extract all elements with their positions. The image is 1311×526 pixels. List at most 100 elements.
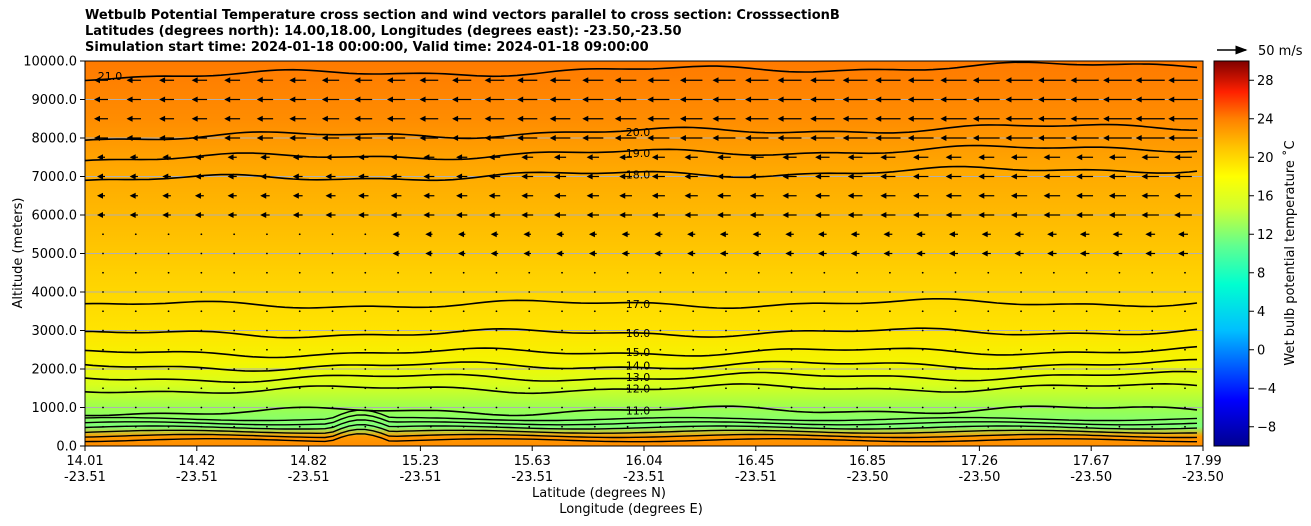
wind-vector: [561, 271, 563, 274]
wind-vector: [266, 348, 268, 351]
wind-vector-head: [1005, 77, 1012, 84]
colorbar-tick-label: 16: [1257, 189, 1274, 204]
wind-vector: [331, 252, 334, 255]
wind-vector: [397, 348, 399, 351]
wind-vector: [561, 291, 563, 293]
wind-vector-head: [490, 250, 497, 257]
contour-label: 11.0: [626, 405, 651, 418]
wind-vector: [561, 425, 563, 428]
wind-vector-head: [842, 135, 849, 141]
wind-vector: [692, 348, 695, 351]
wind-vector: [856, 348, 859, 351]
wind-vector-head: [517, 135, 524, 141]
wind-vector: [725, 348, 727, 351]
wind-vector-head: [1076, 154, 1083, 161]
wind-vector: [233, 252, 236, 255]
wind-vector: [429, 329, 432, 332]
colorbar-label: Wet bulb potential temperature ˚C: [1282, 140, 1298, 365]
wind-vector: [921, 329, 924, 332]
wind-vector: [298, 348, 301, 351]
wind-vector: [364, 348, 367, 351]
x-tick-lat: 17.26: [961, 454, 998, 469]
wind-vector: [790, 310, 793, 313]
wind-vector-head: [390, 154, 397, 161]
wind-vector-head: [1141, 192, 1148, 199]
wind-vector-head: [1174, 173, 1181, 180]
wind-vector-head: [191, 115, 198, 122]
wind-vector: [856, 406, 859, 409]
wind-vector-head: [419, 96, 426, 103]
wind-vector-head: [651, 212, 658, 218]
wind-vector-head: [586, 154, 593, 161]
wind-vector-head: [777, 96, 784, 103]
wind-vector-head: [745, 77, 752, 84]
wind-vector: [397, 329, 399, 332]
wind-vector-head: [1076, 212, 1083, 218]
wind-vector: [200, 368, 203, 370]
wind-vector: [954, 348, 957, 351]
wind-vector-head: [289, 96, 296, 103]
wind-vector: [561, 406, 563, 409]
wind-vector-head: [752, 231, 759, 238]
wind-vector-head: [945, 173, 952, 180]
wind-vector-head: [1038, 96, 1045, 103]
x-tick-lon: -23.51: [399, 470, 441, 485]
wind-vector: [495, 368, 498, 370]
wind-vector: [495, 425, 498, 428]
wind-vector: [397, 271, 399, 274]
wind-vector: [561, 310, 563, 313]
wind-vector-head: [875, 96, 882, 103]
wind-vector-head: [553, 154, 560, 161]
colorbar-tick-label: 28: [1257, 74, 1274, 89]
wind-vector: [692, 291, 695, 293]
wind-vector: [692, 425, 695, 428]
wind-vector: [856, 329, 859, 332]
wind-vector: [1184, 368, 1186, 370]
wind-vector-head: [875, 115, 882, 122]
wind-vector-head: [126, 115, 133, 122]
wind-vector-head: [1103, 77, 1110, 84]
wind-vector-head: [913, 192, 920, 199]
wind-vector-head: [972, 135, 979, 141]
wind-vector: [790, 348, 793, 351]
x-tick-lat: 14.01: [66, 454, 103, 469]
wind-vector-head: [1010, 192, 1017, 199]
wind-vector: [1052, 387, 1055, 390]
wind-vector-head: [651, 154, 658, 161]
wind-vector-head: [325, 212, 332, 218]
wind-vector-head: [907, 135, 914, 141]
wind-vector-head: [523, 250, 530, 257]
wind-vector-head: [810, 135, 817, 141]
wind-vector-head: [712, 135, 719, 141]
x-tick-lat: 16.04: [625, 454, 662, 469]
wind-vector: [1184, 291, 1186, 293]
wind-vector-head: [1141, 212, 1148, 218]
wind-vector: [954, 310, 957, 313]
wind-vector-head: [588, 250, 595, 257]
wind-vector-head: [260, 212, 267, 218]
wind-vector: [266, 233, 268, 236]
wind-vector: [725, 406, 727, 409]
wind-vector-head: [847, 212, 854, 218]
contour-line-surface: [84, 409, 1198, 422]
wind-vector-head: [423, 212, 430, 218]
wind-vector-head: [679, 77, 686, 84]
wind-vector: [102, 425, 104, 428]
wind-vector-head: [159, 77, 166, 84]
wind-vector-head: [162, 192, 169, 199]
wind-vector-head: [452, 96, 459, 103]
wind-vector-head: [717, 212, 724, 218]
wind-vector: [528, 348, 531, 351]
wind-vector-head: [712, 77, 719, 84]
colorbar-tick-label: −8: [1257, 420, 1276, 435]
wind-vector: [1052, 271, 1055, 274]
wind-vector: [298, 310, 301, 313]
wind-vector-head: [256, 96, 263, 103]
wind-vector-head: [419, 77, 426, 84]
wind-vector: [167, 368, 170, 370]
wind-vector: [462, 291, 465, 293]
wind-vector: [889, 271, 891, 274]
wind-vector: [102, 233, 104, 236]
wind-vector-head: [782, 173, 789, 180]
wind-vector: [725, 310, 727, 313]
